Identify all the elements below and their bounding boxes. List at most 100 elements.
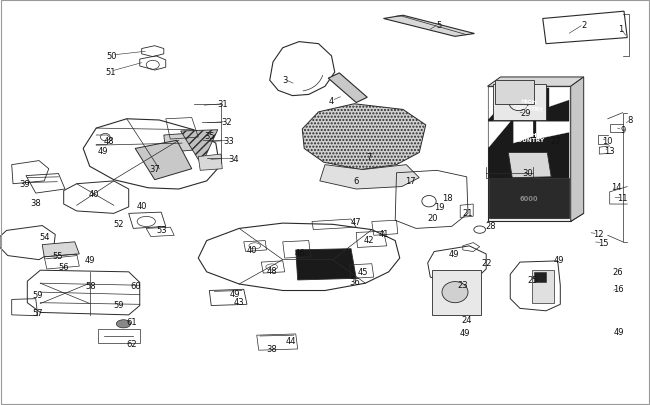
Polygon shape: [514, 122, 533, 144]
Ellipse shape: [442, 282, 468, 303]
Text: 52: 52: [113, 219, 124, 228]
Polygon shape: [42, 242, 79, 257]
Text: 62: 62: [126, 339, 136, 348]
Text: 40: 40: [136, 201, 147, 210]
Polygon shape: [384, 16, 474, 37]
Text: 1: 1: [618, 25, 623, 34]
Polygon shape: [320, 165, 419, 190]
Text: 49: 49: [554, 256, 564, 264]
Polygon shape: [489, 179, 569, 219]
Text: HIGH
COUNTRY: HIGH COUNTRY: [513, 98, 545, 112]
Text: 12: 12: [593, 230, 603, 239]
Text: 48: 48: [266, 266, 277, 275]
Text: 16: 16: [614, 284, 624, 293]
Text: 60: 60: [130, 281, 140, 290]
Polygon shape: [534, 272, 546, 283]
Polygon shape: [488, 78, 584, 87]
Text: 44: 44: [286, 337, 296, 345]
Text: 46: 46: [295, 249, 306, 258]
Text: 23: 23: [458, 280, 468, 289]
Text: 49: 49: [98, 146, 108, 155]
Text: 50: 50: [107, 51, 117, 60]
Text: 10: 10: [603, 136, 613, 145]
Polygon shape: [296, 249, 356, 280]
Text: 19: 19: [434, 203, 445, 212]
Text: 5: 5: [436, 21, 441, 30]
Polygon shape: [508, 153, 551, 178]
Text: 39: 39: [20, 180, 30, 189]
Text: 61: 61: [126, 318, 136, 326]
Text: 48: 48: [104, 136, 114, 145]
Text: 4: 4: [329, 97, 334, 106]
Text: 49: 49: [230, 289, 240, 298]
Text: 17: 17: [406, 177, 416, 186]
Polygon shape: [489, 122, 510, 148]
Text: 2: 2: [581, 21, 586, 30]
Text: 35: 35: [204, 131, 214, 140]
Text: 26: 26: [612, 268, 623, 277]
Polygon shape: [520, 88, 546, 113]
Text: 47: 47: [351, 217, 361, 226]
Text: 6000: 6000: [520, 196, 538, 201]
Text: 37: 37: [150, 165, 160, 174]
Text: 42: 42: [364, 235, 374, 244]
Text: 11: 11: [618, 193, 628, 202]
Text: 45: 45: [358, 268, 368, 277]
Text: 55: 55: [52, 252, 62, 260]
Text: 15: 15: [598, 239, 608, 247]
Polygon shape: [536, 122, 569, 140]
Polygon shape: [549, 88, 569, 107]
Text: 20: 20: [427, 213, 437, 222]
Text: 49: 49: [84, 256, 95, 264]
Text: 38: 38: [266, 345, 277, 354]
Text: 54: 54: [39, 232, 49, 241]
Polygon shape: [495, 81, 534, 104]
Polygon shape: [532, 271, 554, 303]
Text: 58: 58: [86, 281, 96, 290]
Text: 30: 30: [523, 169, 533, 178]
Text: 21: 21: [463, 208, 473, 217]
Text: 53: 53: [156, 226, 166, 234]
Text: 25: 25: [528, 275, 538, 284]
Polygon shape: [135, 141, 192, 180]
Text: 6: 6: [354, 177, 359, 186]
Polygon shape: [181, 130, 218, 165]
Text: 43: 43: [234, 297, 244, 306]
Text: 49: 49: [448, 250, 459, 259]
Text: 49: 49: [614, 327, 624, 336]
Text: 40: 40: [247, 246, 257, 255]
Text: 18: 18: [442, 193, 452, 202]
Text: 8: 8: [628, 116, 633, 125]
Polygon shape: [488, 87, 571, 222]
Text: 49: 49: [460, 328, 470, 337]
Text: 59: 59: [113, 300, 124, 309]
Text: 32: 32: [221, 118, 231, 127]
Text: 22: 22: [481, 258, 491, 267]
Text: 38: 38: [31, 199, 41, 208]
Text: 13: 13: [604, 146, 615, 155]
Text: 34: 34: [229, 154, 239, 163]
Polygon shape: [571, 78, 584, 222]
Polygon shape: [328, 74, 367, 103]
Polygon shape: [164, 134, 194, 153]
Text: 31: 31: [217, 100, 228, 109]
Text: 29: 29: [520, 109, 530, 118]
Text: 28: 28: [486, 222, 496, 230]
Polygon shape: [198, 155, 222, 171]
Text: 41: 41: [378, 230, 389, 239]
Ellipse shape: [116, 320, 131, 328]
Polygon shape: [493, 85, 546, 121]
Text: 51: 51: [105, 68, 116, 77]
Text: 57: 57: [32, 308, 43, 317]
Text: 40: 40: [89, 189, 99, 198]
Text: 9: 9: [620, 126, 625, 135]
Polygon shape: [432, 271, 481, 315]
Polygon shape: [302, 104, 426, 170]
Text: 7: 7: [367, 153, 372, 162]
Text: 36: 36: [349, 277, 359, 286]
Polygon shape: [489, 88, 569, 178]
Text: 27: 27: [551, 136, 561, 145]
Text: HIGH
COUNTRY: HIGH COUNTRY: [514, 132, 545, 143]
Polygon shape: [489, 88, 517, 119]
Text: 59: 59: [32, 290, 43, 299]
